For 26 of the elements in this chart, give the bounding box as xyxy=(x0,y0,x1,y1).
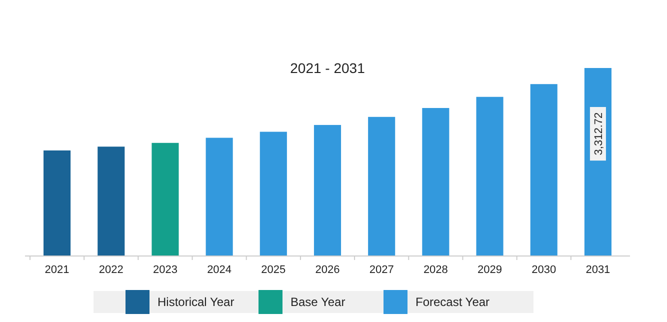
x-tick-label: 2027 xyxy=(369,264,394,276)
x-tick-label: 2025 xyxy=(261,264,286,276)
x-tick-label: 2029 xyxy=(478,264,502,276)
bar xyxy=(314,124,342,256)
x-tick-label: 2026 xyxy=(315,264,340,276)
bar xyxy=(260,132,287,256)
x-tick-label: 2030 xyxy=(532,264,556,276)
legend-label: Historical Year xyxy=(158,295,234,309)
x-tick-label: 2022 xyxy=(98,264,124,276)
bar xyxy=(44,150,71,256)
x-tick-label: 2023 xyxy=(152,264,178,276)
x-tick-label: 2031 xyxy=(586,264,610,276)
bar xyxy=(98,146,125,256)
data-label: 3,312.72 xyxy=(592,112,605,156)
bar xyxy=(530,84,558,256)
bar xyxy=(422,108,450,256)
x-tick-label: 2021 xyxy=(44,264,70,276)
bar xyxy=(368,116,396,256)
chart-title: 2021 - 2031 xyxy=(290,60,366,76)
bar xyxy=(152,142,179,256)
x-tick-label: 2024 xyxy=(207,264,232,276)
bar xyxy=(476,96,504,256)
legend-label: Base Year xyxy=(290,295,346,309)
x-tick-label: 2028 xyxy=(423,264,448,276)
legend-label: Forecast Year xyxy=(416,295,490,309)
bar xyxy=(206,138,233,256)
